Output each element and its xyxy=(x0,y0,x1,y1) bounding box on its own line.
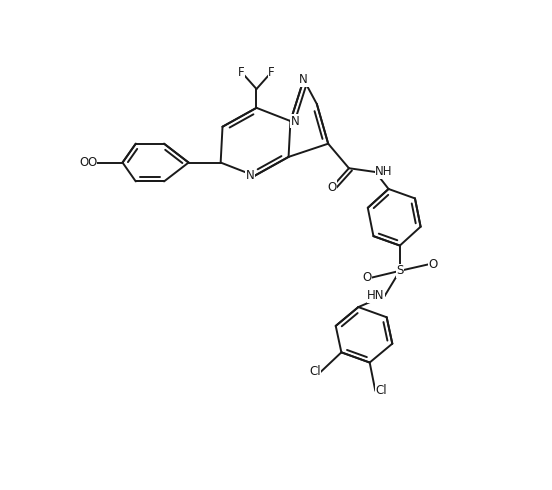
Text: Cl: Cl xyxy=(309,366,321,378)
Text: O: O xyxy=(362,271,371,284)
Text: Cl: Cl xyxy=(375,384,387,397)
Text: N: N xyxy=(290,115,299,127)
Text: O: O xyxy=(428,258,437,271)
Text: N: N xyxy=(246,169,254,182)
Text: O: O xyxy=(327,181,337,194)
Text: F: F xyxy=(268,66,275,78)
Text: NH: NH xyxy=(375,166,393,178)
Text: O: O xyxy=(87,156,96,169)
Text: HN: HN xyxy=(367,289,385,302)
Text: O: O xyxy=(79,156,88,169)
Text: F: F xyxy=(238,66,245,78)
Text: N: N xyxy=(299,73,308,86)
Text: S: S xyxy=(396,264,404,277)
